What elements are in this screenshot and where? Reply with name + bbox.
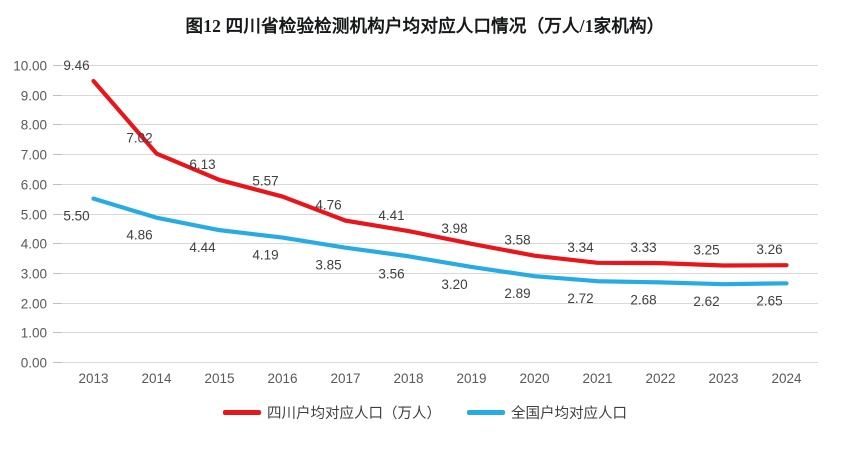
legend-label: 全国户均对应人口 <box>511 406 627 422</box>
x-axis-tick-label: 2021 <box>582 371 612 386</box>
data-label: 2.89 <box>504 286 530 301</box>
y-axis-tick-label: 3.00 <box>21 266 47 281</box>
data-label: 3.26 <box>756 242 782 257</box>
y-axis-tick-label: 10.00 <box>13 58 47 73</box>
data-label: 9.46 <box>63 58 89 73</box>
y-axis-tick-label: 6.00 <box>21 177 47 192</box>
data-label: 4.44 <box>189 240 216 255</box>
data-label: 3.58 <box>504 233 530 248</box>
x-axis-tick-label: 2016 <box>267 371 297 386</box>
series-line-sichuan <box>91 78 789 268</box>
chart-legend: 四川户均对应人口（万人） 全国户均对应人口 <box>0 402 850 423</box>
data-label: 3.25 <box>693 242 719 257</box>
series-lines-group <box>91 78 789 287</box>
data-label: 4.86 <box>126 228 152 243</box>
x-axis-tick-label: 2013 <box>78 371 108 386</box>
legend-label: 四川户均对应人口（万人） <box>267 406 441 422</box>
legend-item-sichuan[interactable]: 四川户均对应人口（万人） <box>223 402 441 423</box>
x-axis-tick-label: 2022 <box>645 371 675 386</box>
data-label: 3.85 <box>315 258 341 273</box>
data-label: 4.41 <box>378 208 404 223</box>
data-label: 3.33 <box>630 240 656 255</box>
y-axis-tick-label: 5.00 <box>21 207 47 222</box>
data-label: 3.56 <box>378 266 404 281</box>
data-label: 5.50 <box>63 209 89 224</box>
legend-swatch-icon <box>467 410 505 415</box>
data-label: 4.19 <box>252 248 278 263</box>
data-labels-group: 9.46 7.02 6.13 5.57 4.76 4.41 3.98 3.58 3.34 3.33… <box>63 58 782 309</box>
chart-title: 图12 四川省检验检测机构户均对应人口情况（万人/1家机构） <box>185 16 665 36</box>
x-axis-tick-label: 2020 <box>519 371 549 386</box>
x-axis-tick-label: 2019 <box>456 371 486 386</box>
data-label: 6.13 <box>189 157 215 172</box>
y-axis-tick-label: 4.00 <box>21 236 47 251</box>
legend-item-national[interactable]: 全国户均对应人口 <box>467 402 627 423</box>
y-axis-tick-label: 8.00 <box>21 117 47 132</box>
x-axis-tick-label: 2023 <box>708 371 738 386</box>
data-label: 7.02 <box>126 131 152 146</box>
data-label: 2.68 <box>630 292 656 307</box>
x-axis-tick-label: 2018 <box>393 371 423 386</box>
data-label: 4.76 <box>315 198 341 213</box>
data-label: 3.34 <box>567 240 594 255</box>
x-axis-tick-label: 2017 <box>330 371 360 386</box>
y-axis-tick-label: 7.00 <box>21 147 47 162</box>
y-axis-tick-label: 9.00 <box>21 88 47 103</box>
data-label: 3.20 <box>441 277 467 292</box>
y-axis-tick-label: 1.00 <box>21 325 47 340</box>
gridlines-group <box>62 65 818 363</box>
y-axis-tick-label: 0.00 <box>21 355 47 370</box>
data-label: 2.62 <box>693 294 719 309</box>
data-label: 2.65 <box>756 293 782 308</box>
y-axis-tick-label: 2.00 <box>21 296 47 311</box>
series-line-national <box>91 196 789 287</box>
x-axis-tick-label: 2015 <box>204 371 234 386</box>
data-label: 2.72 <box>567 291 593 306</box>
x-axis-tick-label: 2024 <box>771 371 802 386</box>
ytick-marks-group <box>53 65 62 363</box>
x-axis-tick-label: 2014 <box>141 371 172 386</box>
data-label: 5.57 <box>252 174 278 189</box>
ytick-labels-group: 10.00 9.00 8.00 7.00 6.00 5.00 4.00 3.00 2.00 1.0… <box>13 58 47 370</box>
legend-swatch-icon <box>223 410 261 415</box>
xtick-labels-group: 2013 2014 2015 2016 2017 2018 2019 2020 2021 2022… <box>78 371 802 386</box>
data-label: 3.98 <box>441 221 467 236</box>
